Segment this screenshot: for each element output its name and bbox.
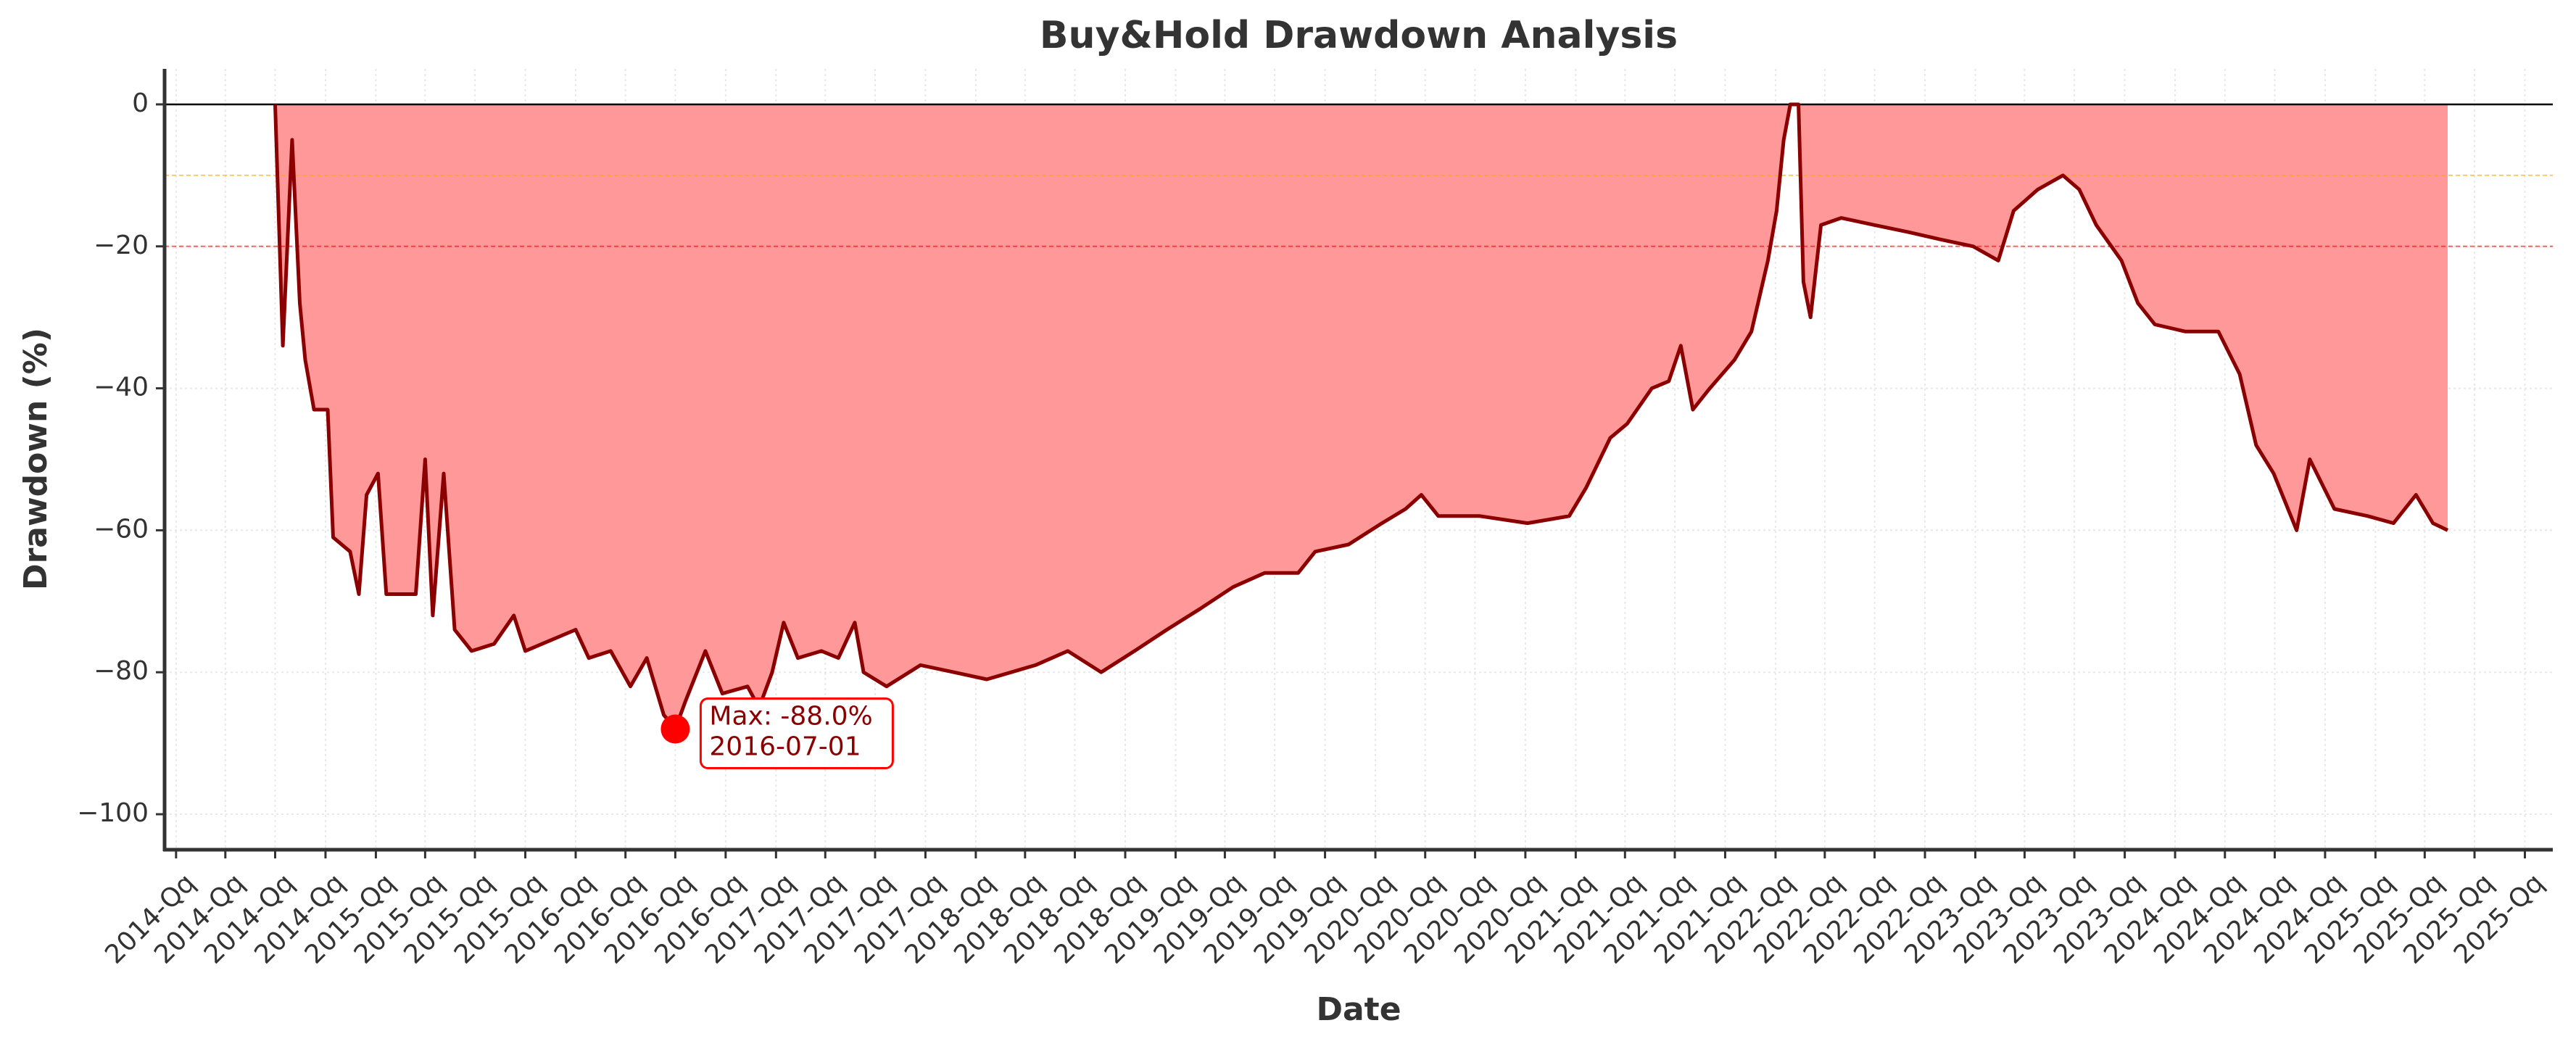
y-tick-label: −80 [94, 656, 149, 686]
y-tick-label: 0 [132, 88, 149, 118]
max-drawdown-point [660, 714, 690, 744]
y-axis-label: Drawdown (%) [17, 328, 54, 590]
y-tick-label: −40 [94, 373, 149, 402]
y-tick-label: −60 [94, 514, 149, 544]
annotation-text: 2016-07-01 [709, 732, 861, 762]
drawdown-line [273, 102, 2449, 732]
chart-title: Buy&Hold Drawdown Analysis [1040, 14, 1678, 57]
annotation-text: Max: -88.0% [709, 702, 872, 732]
y-tick-label: −20 [94, 231, 149, 260]
drawdown-area [275, 104, 2448, 729]
annotation-box [699, 697, 894, 770]
y-tick-label: −100 [77, 798, 149, 828]
x-axis-label: Date [1316, 991, 1401, 1028]
